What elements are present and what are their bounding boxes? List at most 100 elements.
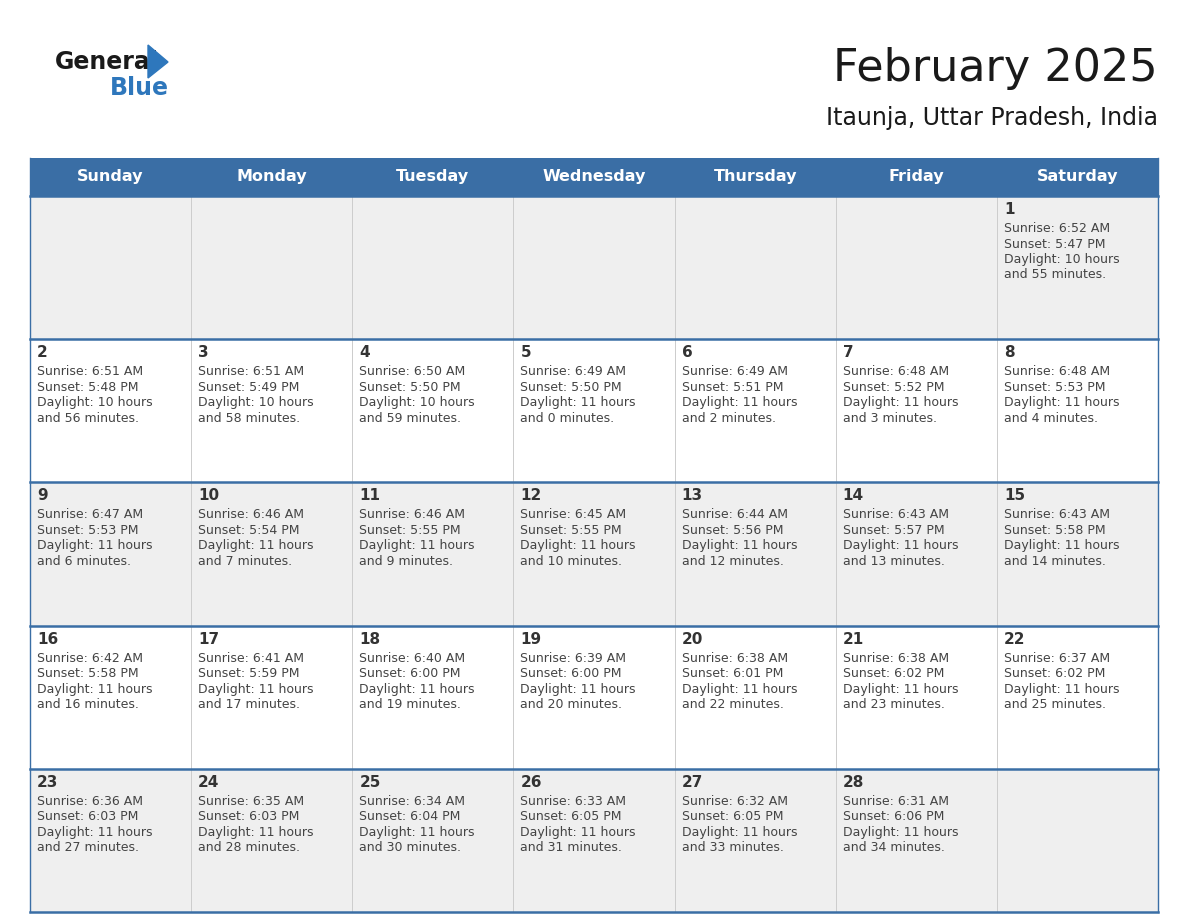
- Text: and 33 minutes.: and 33 minutes.: [682, 841, 783, 855]
- Text: 28: 28: [842, 775, 864, 789]
- Text: 9: 9: [37, 488, 48, 503]
- Text: and 19 minutes.: and 19 minutes.: [359, 698, 461, 711]
- Text: 7: 7: [842, 345, 853, 360]
- Text: and 25 minutes.: and 25 minutes.: [1004, 698, 1106, 711]
- Text: and 34 minutes.: and 34 minutes.: [842, 841, 944, 855]
- Text: and 14 minutes.: and 14 minutes.: [1004, 554, 1106, 568]
- Text: Sunrise: 6:51 AM: Sunrise: 6:51 AM: [198, 365, 304, 378]
- Text: Monday: Monday: [236, 170, 307, 185]
- Text: Sunset: 5:47 PM: Sunset: 5:47 PM: [1004, 238, 1105, 251]
- Text: Daylight: 11 hours: Daylight: 11 hours: [198, 826, 314, 839]
- Text: Sunset: 5:50 PM: Sunset: 5:50 PM: [520, 381, 623, 394]
- Text: Sunset: 5:48 PM: Sunset: 5:48 PM: [37, 381, 139, 394]
- Bar: [30, 339, 1158, 482]
- Text: Daylight: 10 hours: Daylight: 10 hours: [198, 397, 314, 409]
- Text: and 23 minutes.: and 23 minutes.: [842, 698, 944, 711]
- Text: Sunrise: 6:49 AM: Sunrise: 6:49 AM: [682, 365, 788, 378]
- Text: Friday: Friday: [889, 170, 944, 185]
- Text: Sunset: 5:55 PM: Sunset: 5:55 PM: [359, 524, 461, 537]
- Text: 26: 26: [520, 775, 542, 789]
- Text: and 59 minutes.: and 59 minutes.: [359, 411, 461, 425]
- Text: and 10 minutes.: and 10 minutes.: [520, 554, 623, 568]
- Text: 12: 12: [520, 488, 542, 503]
- Text: 15: 15: [1004, 488, 1025, 503]
- Text: Tuesday: Tuesday: [397, 170, 469, 185]
- Text: Sunrise: 6:46 AM: Sunrise: 6:46 AM: [359, 509, 466, 521]
- Text: and 3 minutes.: and 3 minutes.: [842, 411, 936, 425]
- Text: Sunset: 6:00 PM: Sunset: 6:00 PM: [359, 667, 461, 680]
- Text: Sunset: 6:03 PM: Sunset: 6:03 PM: [37, 811, 138, 823]
- Text: and 30 minutes.: and 30 minutes.: [359, 841, 461, 855]
- Bar: [997, 158, 1158, 196]
- Polygon shape: [148, 45, 168, 78]
- Text: Daylight: 11 hours: Daylight: 11 hours: [682, 683, 797, 696]
- Bar: [835, 158, 997, 196]
- Text: Daylight: 10 hours: Daylight: 10 hours: [359, 397, 475, 409]
- Text: Sunrise: 6:47 AM: Sunrise: 6:47 AM: [37, 509, 143, 521]
- Text: Daylight: 11 hours: Daylight: 11 hours: [842, 397, 959, 409]
- Text: Daylight: 11 hours: Daylight: 11 hours: [37, 826, 152, 839]
- Text: Daylight: 10 hours: Daylight: 10 hours: [1004, 253, 1119, 266]
- Text: 18: 18: [359, 632, 380, 646]
- Text: Sunrise: 6:51 AM: Sunrise: 6:51 AM: [37, 365, 143, 378]
- Text: and 20 minutes.: and 20 minutes.: [520, 698, 623, 711]
- Text: Sunrise: 6:42 AM: Sunrise: 6:42 AM: [37, 652, 143, 665]
- Text: Sunrise: 6:45 AM: Sunrise: 6:45 AM: [520, 509, 626, 521]
- Text: Daylight: 11 hours: Daylight: 11 hours: [37, 683, 152, 696]
- Text: Sunset: 6:03 PM: Sunset: 6:03 PM: [198, 811, 299, 823]
- Text: Sunset: 5:53 PM: Sunset: 5:53 PM: [1004, 381, 1105, 394]
- Text: Sunrise: 6:43 AM: Sunrise: 6:43 AM: [1004, 509, 1110, 521]
- Text: Sunrise: 6:31 AM: Sunrise: 6:31 AM: [842, 795, 949, 808]
- Text: Daylight: 11 hours: Daylight: 11 hours: [37, 540, 152, 553]
- Text: Sunrise: 6:35 AM: Sunrise: 6:35 AM: [198, 795, 304, 808]
- Text: 21: 21: [842, 632, 864, 646]
- Text: Sunrise: 6:44 AM: Sunrise: 6:44 AM: [682, 509, 788, 521]
- Text: Itaunja, Uttar Pradesh, India: Itaunja, Uttar Pradesh, India: [826, 106, 1158, 130]
- Text: 6: 6: [682, 345, 693, 360]
- Text: and 7 minutes.: and 7 minutes.: [198, 554, 292, 568]
- Text: and 56 minutes.: and 56 minutes.: [37, 411, 139, 425]
- Text: Sunset: 6:02 PM: Sunset: 6:02 PM: [1004, 667, 1105, 680]
- Text: Sunrise: 6:38 AM: Sunrise: 6:38 AM: [682, 652, 788, 665]
- Text: Sunrise: 6:46 AM: Sunrise: 6:46 AM: [198, 509, 304, 521]
- Text: Daylight: 11 hours: Daylight: 11 hours: [842, 683, 959, 696]
- Text: Sunrise: 6:49 AM: Sunrise: 6:49 AM: [520, 365, 626, 378]
- Text: and 16 minutes.: and 16 minutes.: [37, 698, 139, 711]
- Bar: [30, 158, 191, 196]
- Text: Wednesday: Wednesday: [542, 170, 646, 185]
- Text: Sunset: 5:52 PM: Sunset: 5:52 PM: [842, 381, 944, 394]
- Text: Sunset: 5:58 PM: Sunset: 5:58 PM: [1004, 524, 1106, 537]
- Text: February 2025: February 2025: [833, 47, 1158, 89]
- Text: Daylight: 11 hours: Daylight: 11 hours: [359, 826, 475, 839]
- Text: and 58 minutes.: and 58 minutes.: [198, 411, 301, 425]
- Text: Daylight: 11 hours: Daylight: 11 hours: [198, 683, 314, 696]
- Bar: [353, 158, 513, 196]
- Text: 1: 1: [1004, 202, 1015, 217]
- Text: Sunset: 5:49 PM: Sunset: 5:49 PM: [198, 381, 299, 394]
- Text: Sunset: 5:50 PM: Sunset: 5:50 PM: [359, 381, 461, 394]
- Text: Daylight: 11 hours: Daylight: 11 hours: [520, 540, 636, 553]
- Text: and 28 minutes.: and 28 minutes.: [198, 841, 301, 855]
- Bar: [30, 482, 1158, 625]
- Text: and 55 minutes.: and 55 minutes.: [1004, 268, 1106, 282]
- Text: 19: 19: [520, 632, 542, 646]
- Text: Sunrise: 6:38 AM: Sunrise: 6:38 AM: [842, 652, 949, 665]
- Text: Sunrise: 6:41 AM: Sunrise: 6:41 AM: [198, 652, 304, 665]
- Text: Sunrise: 6:34 AM: Sunrise: 6:34 AM: [359, 795, 466, 808]
- Text: Sunset: 5:53 PM: Sunset: 5:53 PM: [37, 524, 139, 537]
- Text: and 27 minutes.: and 27 minutes.: [37, 841, 139, 855]
- Text: Sunset: 6:02 PM: Sunset: 6:02 PM: [842, 667, 944, 680]
- Text: Sunset: 5:56 PM: Sunset: 5:56 PM: [682, 524, 783, 537]
- Text: and 13 minutes.: and 13 minutes.: [842, 554, 944, 568]
- Text: Sunrise: 6:36 AM: Sunrise: 6:36 AM: [37, 795, 143, 808]
- Text: and 4 minutes.: and 4 minutes.: [1004, 411, 1098, 425]
- Text: 24: 24: [198, 775, 220, 789]
- Text: 17: 17: [198, 632, 220, 646]
- Text: Sunrise: 6:48 AM: Sunrise: 6:48 AM: [1004, 365, 1110, 378]
- Text: 27: 27: [682, 775, 703, 789]
- Text: Daylight: 11 hours: Daylight: 11 hours: [682, 397, 797, 409]
- Text: 11: 11: [359, 488, 380, 503]
- Text: Sunrise: 6:43 AM: Sunrise: 6:43 AM: [842, 509, 949, 521]
- Bar: [30, 768, 1158, 912]
- Text: Sunrise: 6:32 AM: Sunrise: 6:32 AM: [682, 795, 788, 808]
